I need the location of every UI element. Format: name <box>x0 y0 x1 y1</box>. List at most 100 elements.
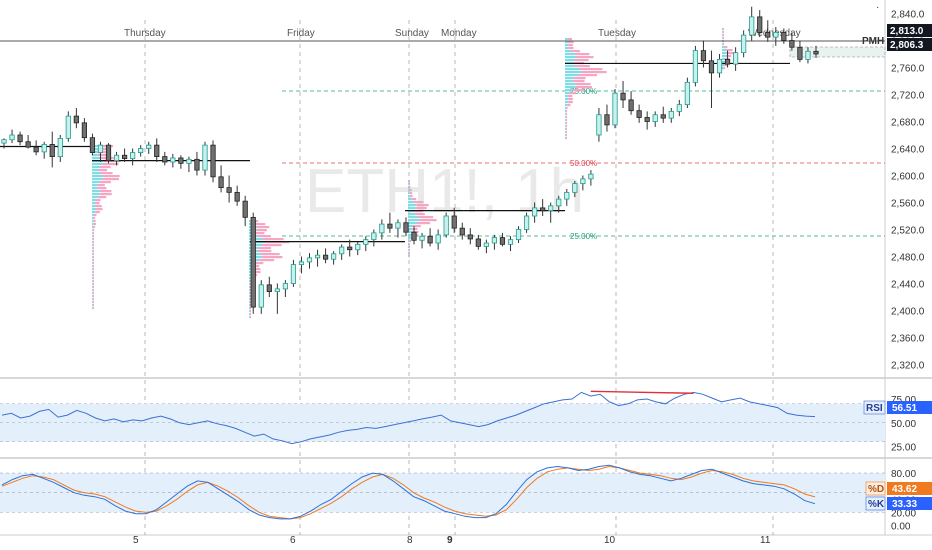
profile-row-down <box>102 163 119 166</box>
candle-down <box>757 16 763 33</box>
profile-row-up <box>565 38 568 41</box>
x-tick-label: 9 <box>447 535 453 546</box>
candle-down <box>660 114 666 119</box>
candle-up <box>491 237 498 244</box>
fib-label-75: 75.00% <box>570 87 597 96</box>
profile-row-down <box>92 232 94 235</box>
candle-up <box>282 283 288 290</box>
profile-row-up <box>92 244 93 247</box>
profile-row-up <box>92 259 93 262</box>
profile-row-up <box>249 307 250 310</box>
candle-down <box>467 234 473 240</box>
profile-row-up <box>408 231 413 234</box>
day-label-friday: Friday <box>287 28 315 39</box>
candle-down <box>411 231 417 241</box>
profile-row-down <box>257 250 272 253</box>
profile-row-down <box>99 190 112 193</box>
profile-row-up <box>92 157 101 160</box>
profile-row-down <box>249 304 251 307</box>
profile-row-up <box>408 213 415 216</box>
profile-row-down <box>98 169 108 172</box>
pmh-tag-value: 2,813.0 <box>890 26 924 37</box>
profile-row-up <box>722 28 723 31</box>
rsi-tag: RSI 56.51 <box>863 400 932 415</box>
profile-row-down <box>103 175 120 178</box>
profile-row-down <box>408 255 410 258</box>
profile-row-down <box>413 225 421 228</box>
profile-row-up <box>408 195 410 198</box>
profile-row-up <box>408 255 409 258</box>
profile-row-down <box>568 101 573 104</box>
profile-row-down <box>724 46 728 49</box>
day-label-thursday: Thursday <box>124 28 166 39</box>
profile-row-up <box>722 61 726 64</box>
candle-up <box>773 32 779 38</box>
profile-row-down <box>93 226 96 229</box>
profile-row-down <box>92 229 94 232</box>
profile-row-down <box>253 268 261 271</box>
x-tick-label: 8 <box>407 535 413 546</box>
stoch-tags: %D 43.62 %K 33.33 <box>865 481 932 511</box>
candle-down <box>789 40 795 48</box>
profile-row-up <box>565 71 582 74</box>
rsi-tick-label: 75.00 <box>891 395 916 406</box>
y-tick-label: 2,640.0 <box>891 145 925 156</box>
profile-row-up <box>92 154 98 157</box>
profile-row-down <box>567 95 573 98</box>
profile-row-up <box>722 46 725 49</box>
profile-row-up <box>408 207 416 210</box>
candle-up <box>339 246 345 255</box>
profile-row-up <box>92 211 96 214</box>
stoch-k-line <box>1 464 816 520</box>
stoch-k-value-tag-bg <box>887 497 932 510</box>
profile-row-up <box>249 295 250 298</box>
candle-down <box>154 144 160 157</box>
candle-down <box>475 238 481 247</box>
profile-row-down <box>249 298 251 301</box>
pmh-label: PMH <box>862 36 884 47</box>
candle-up <box>331 253 337 260</box>
x-tick-label: 5 <box>133 535 139 546</box>
candle-down <box>708 60 715 74</box>
profile-row-down <box>100 172 113 175</box>
profile-row-down <box>249 280 252 283</box>
profile-row-down <box>409 195 413 198</box>
profile-row-up <box>92 172 101 175</box>
profile-row-up <box>408 183 409 186</box>
profile-row-up <box>92 199 96 202</box>
candle-up <box>395 222 401 229</box>
profile-row-up <box>249 316 250 319</box>
rsi-value-tag-bg <box>887 401 932 414</box>
rsi-divergence-line <box>590 390 694 394</box>
profile-row-up <box>565 65 575 68</box>
fib-label-25: 25.00% <box>570 232 597 241</box>
profile-row-down <box>567 104 571 107</box>
profile-row-up <box>249 274 253 277</box>
profile-row-up <box>408 228 412 231</box>
profile-row-up <box>92 229 93 232</box>
profile-row-up <box>92 265 93 268</box>
rsi-pane: 25.00 50.00 75.00 <box>0 390 916 454</box>
y-tick-label: 2,400.0 <box>891 307 925 318</box>
profile-row-up <box>722 34 723 37</box>
profile-row-up <box>565 77 574 80</box>
profile-row-up <box>92 148 100 151</box>
candle-up <box>170 157 176 163</box>
candle-up <box>146 144 152 149</box>
profile-row-down <box>580 68 603 71</box>
profile-row-up <box>565 131 566 134</box>
profile-row-up <box>92 289 93 292</box>
profile-row-down <box>262 256 283 259</box>
candle-up <box>363 239 369 245</box>
profile-row-down <box>408 243 410 246</box>
profile-row-up <box>92 307 93 310</box>
y-tick-label: 2,360.0 <box>891 334 925 345</box>
candles <box>1 6 819 314</box>
rsi-tick-label: 50.00 <box>891 419 916 430</box>
profile-row-up <box>249 280 250 283</box>
profile-row-up <box>92 250 93 253</box>
candle-down <box>25 141 31 148</box>
x-tick-label: 6 <box>290 535 296 546</box>
profile-row-down <box>575 83 591 86</box>
